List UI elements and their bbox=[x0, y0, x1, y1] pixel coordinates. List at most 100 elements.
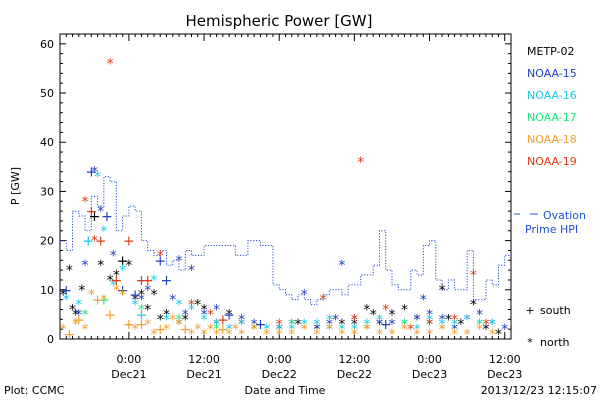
north-marker: * bbox=[138, 302, 145, 318]
north-marker: * bbox=[188, 298, 195, 314]
north-marker: * bbox=[320, 293, 327, 309]
north-marker: * bbox=[376, 317, 383, 333]
north-marker: * bbox=[226, 327, 233, 343]
north-marker: * bbox=[313, 322, 320, 338]
north-marker: * bbox=[464, 312, 471, 328]
north-marker: * bbox=[382, 302, 389, 318]
north-marker: * bbox=[176, 317, 183, 333]
north-marker: * bbox=[251, 322, 258, 338]
north-marker: * bbox=[201, 327, 208, 343]
north-marker: * bbox=[125, 258, 132, 274]
y-tick-label: 40 bbox=[40, 136, 54, 149]
marker-legend: + south * north bbox=[525, 304, 570, 349]
north-marker: * bbox=[376, 327, 383, 343]
x-tick-date-label: Dec21 bbox=[186, 368, 221, 381]
north-marker: * bbox=[338, 322, 345, 338]
south-marker: + bbox=[82, 234, 94, 250]
north-marker: * bbox=[326, 322, 333, 338]
south-marker: + bbox=[161, 273, 173, 289]
north-marker: * bbox=[439, 317, 446, 333]
north-marker: * bbox=[338, 327, 345, 343]
north-marker: * bbox=[60, 322, 67, 338]
north-marker: * bbox=[276, 322, 283, 338]
marker-legend-label: south bbox=[540, 304, 571, 317]
south-marker: + bbox=[89, 209, 101, 225]
north-marker: * bbox=[226, 307, 233, 323]
north-marker: * bbox=[176, 298, 183, 314]
north-marker: * bbox=[470, 268, 477, 284]
north-marker: * bbox=[144, 317, 151, 333]
north-marker: * bbox=[132, 298, 139, 314]
north-marker: * bbox=[439, 322, 446, 338]
x-tick-time-label: 12:00 bbox=[489, 353, 521, 366]
north-marker: * bbox=[326, 322, 333, 338]
north-marker: * bbox=[144, 283, 151, 299]
legend-entry: NOAA-17 bbox=[527, 111, 577, 124]
north-marker: * bbox=[194, 322, 201, 338]
north-marker: * bbox=[495, 327, 502, 343]
north-marker: * bbox=[238, 327, 245, 343]
south-marker: + bbox=[380, 317, 392, 333]
y-tick-label: 30 bbox=[40, 185, 54, 198]
north-marker: * bbox=[426, 317, 433, 333]
legend-entry: METP-02 bbox=[527, 45, 575, 58]
north-marker: * bbox=[91, 234, 98, 250]
north-marker: * bbox=[176, 312, 183, 328]
north-marker: * bbox=[363, 322, 370, 338]
north-marker: * bbox=[313, 322, 320, 338]
north-marker: * bbox=[476, 322, 483, 338]
north-marker: * bbox=[313, 317, 320, 333]
chart-title: Hemispheric Power [GW] bbox=[186, 12, 373, 30]
x-tick-date-label: Dec23 bbox=[412, 368, 447, 381]
north-marker: * bbox=[338, 317, 345, 333]
north-marker: * bbox=[489, 317, 496, 333]
north-marker: * bbox=[144, 302, 151, 318]
north-marker: * bbox=[476, 317, 483, 333]
north-marker: * bbox=[414, 312, 421, 328]
south-marker: + bbox=[60, 283, 72, 299]
north-marker: * bbox=[238, 317, 245, 333]
north-marker: * bbox=[110, 278, 117, 294]
north-marker: * bbox=[213, 322, 220, 338]
north-marker: * bbox=[457, 317, 464, 333]
north-marker: * bbox=[439, 312, 446, 328]
north-marker: * bbox=[276, 327, 283, 343]
north-marker: * bbox=[407, 322, 414, 338]
north-marker: * bbox=[288, 327, 295, 343]
north-marker: * bbox=[439, 283, 446, 299]
north-marker: * bbox=[82, 322, 89, 338]
north-marker: * bbox=[332, 312, 339, 328]
north-marker: * bbox=[401, 322, 408, 338]
north-marker: * bbox=[138, 288, 145, 304]
north-marker: * bbox=[326, 322, 333, 338]
south-marker: + bbox=[136, 307, 148, 323]
south-marker: + bbox=[123, 234, 135, 250]
south-marker: + bbox=[104, 307, 116, 323]
north-marker: * bbox=[75, 298, 82, 314]
north-marker: * bbox=[182, 312, 189, 328]
north-marker: * bbox=[213, 317, 220, 333]
south-marker: + bbox=[95, 234, 107, 250]
north-marker: * bbox=[97, 258, 104, 274]
north-marker: * bbox=[363, 317, 370, 333]
north-marker: * bbox=[451, 317, 458, 333]
legend-entry: NOAA-16 bbox=[527, 89, 577, 102]
legend: METP-02 NOAA-15 NOAA-16 NOAA-17 NOAA-18 NOAA-… bbox=[527, 45, 577, 168]
north-marker: * bbox=[426, 312, 433, 328]
north-marker: * bbox=[188, 263, 195, 279]
y-tick-label: 0 bbox=[47, 333, 54, 346]
x-tick-time-label: 12:00 bbox=[188, 353, 220, 366]
north-marker: * bbox=[201, 312, 208, 328]
x-tick-time-label: 0:00 bbox=[267, 353, 292, 366]
north-marker: * bbox=[414, 322, 421, 338]
north-marker: * bbox=[82, 258, 89, 274]
south-marker: + bbox=[142, 273, 154, 289]
south-marker: + bbox=[136, 317, 148, 333]
north-marker: * bbox=[451, 322, 458, 338]
south-marker: + bbox=[136, 273, 148, 289]
north-marker: * bbox=[163, 322, 170, 338]
y-tick-label: 10 bbox=[40, 284, 54, 297]
north-marker: * bbox=[100, 293, 107, 309]
north-marker: * bbox=[489, 317, 496, 333]
